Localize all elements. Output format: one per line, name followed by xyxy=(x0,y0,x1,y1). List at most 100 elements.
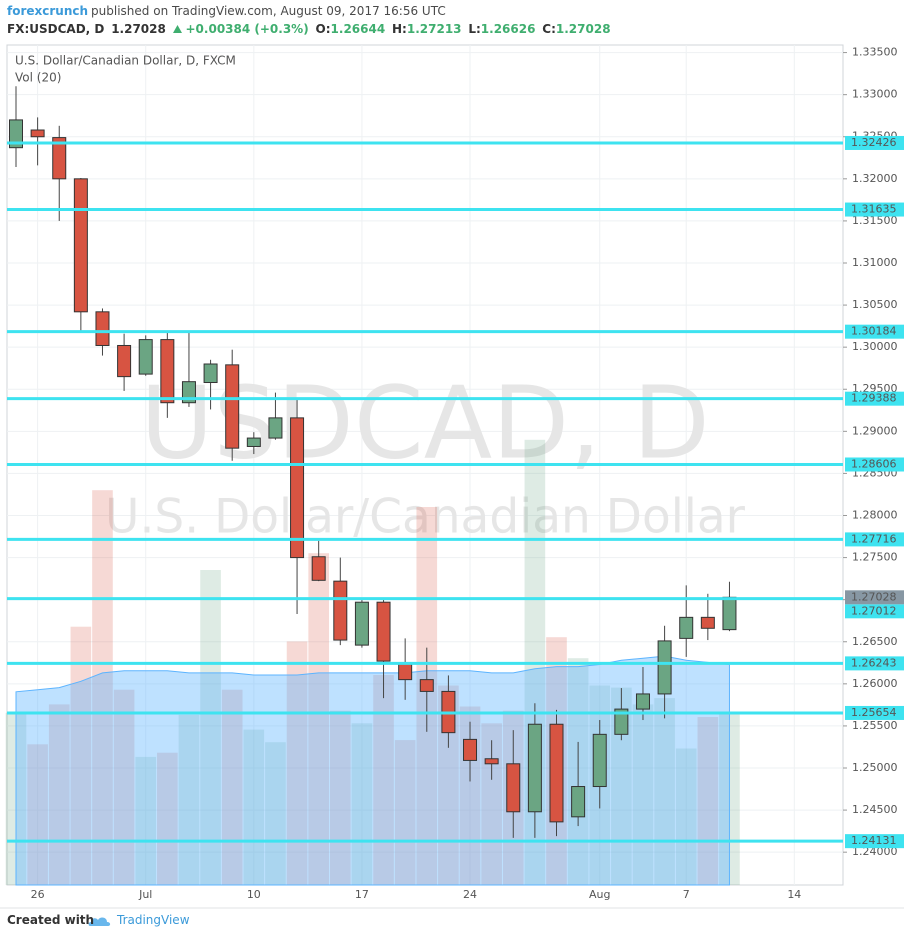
legend-volume: Vol (20) xyxy=(15,71,61,85)
candle-body xyxy=(463,738,478,761)
y-tick-label: 1.28000 xyxy=(852,509,898,522)
volume-bar xyxy=(654,698,675,885)
line-label: 1.31635 xyxy=(851,203,897,216)
published: published on TradingView.com, August 09,… xyxy=(91,4,446,18)
candle-body xyxy=(506,763,521,813)
candle-body xyxy=(679,616,694,639)
x-tick-label: 14 xyxy=(787,888,801,901)
ohlc-value: 1.27213 xyxy=(406,22,462,36)
candle-body xyxy=(203,363,218,384)
candle-body xyxy=(722,596,737,631)
candle-body xyxy=(311,556,326,581)
x-tick-label: Aug xyxy=(589,888,610,901)
candle-body xyxy=(225,364,240,449)
last-price: 1.27028 xyxy=(111,22,166,36)
volume-bar xyxy=(286,641,308,885)
ohlc-value: 1.26626 xyxy=(480,22,536,36)
line-label-bg xyxy=(845,135,904,150)
x-tick-label: 24 xyxy=(463,888,477,901)
x-tick-label: 26 xyxy=(31,888,45,901)
y-tick-label: 1.25500 xyxy=(852,719,898,732)
volume-bar xyxy=(611,687,632,885)
candle-body xyxy=(138,339,153,375)
line-label-bg xyxy=(845,705,904,720)
y-tick-label: 1.31000 xyxy=(852,256,898,269)
candle-body xyxy=(571,786,586,818)
candle-body xyxy=(30,129,45,138)
candle-body xyxy=(290,417,305,559)
ohlc-value: 1.27028 xyxy=(555,22,611,36)
candle-body xyxy=(527,723,542,813)
line-label-bg xyxy=(845,391,904,406)
candle-body xyxy=(484,758,499,765)
volume-bar xyxy=(157,752,178,885)
y-tick-label: 1.26500 xyxy=(852,635,898,648)
x-tick-label: Jul xyxy=(138,888,152,901)
candle-body xyxy=(52,137,67,180)
candle-body xyxy=(9,119,23,149)
candle-body xyxy=(657,640,672,695)
y-tick-label: 1.33000 xyxy=(852,88,898,101)
candle-body xyxy=(592,733,607,788)
volume-bar xyxy=(135,756,157,885)
y-tick-label: 1.24500 xyxy=(852,803,898,816)
candle-body xyxy=(268,417,283,439)
legend-title: U.S. Dollar/Canadian Dollar, D, FXCM xyxy=(15,54,236,68)
candle-body xyxy=(376,601,391,662)
volume-bar xyxy=(308,553,329,885)
volume-bar xyxy=(70,626,92,885)
line-label: 1.28606 xyxy=(851,457,897,470)
last-price-label: 1.27028 xyxy=(851,590,897,603)
candle-body xyxy=(354,601,369,646)
y-tick-label: 1.25000 xyxy=(852,761,898,774)
header-line-1: forexcrunch published on TradingView.com,… xyxy=(7,4,449,18)
header-line-2: FX:USDCAD, D 1.27028 +0.00384 (+0.3%) O:… xyxy=(7,22,614,36)
candle-body xyxy=(246,437,261,447)
volume-bar xyxy=(27,744,48,885)
volume-bar xyxy=(221,689,243,885)
y-tick-label: 1.30500 xyxy=(852,298,898,311)
candle-body xyxy=(419,679,434,692)
line-label-bg xyxy=(845,604,904,619)
line-label-bg xyxy=(845,457,904,472)
brand[interactable]: TradingView xyxy=(117,913,190,927)
volume-bar xyxy=(200,570,221,885)
y-tick-label: 1.29000 xyxy=(852,424,898,437)
y-tick-label: 1.26000 xyxy=(852,677,898,690)
y-tick-label: 1.24000 xyxy=(852,845,898,858)
candle-body xyxy=(333,580,348,641)
author[interactable]: forexcrunch xyxy=(7,4,89,18)
line-label: 1.24131 xyxy=(851,834,897,847)
line-label-bg xyxy=(845,834,904,849)
y-tick-label: 1.33500 xyxy=(852,46,898,59)
volume-bar xyxy=(438,685,459,885)
line-label-bg xyxy=(845,202,904,217)
y-tick-label: 1.30000 xyxy=(852,340,898,353)
symbol: FX:USDCAD, D xyxy=(7,22,105,36)
x-tick-label: 10 xyxy=(247,888,261,901)
y-tick-label: 1.32000 xyxy=(852,172,898,185)
candle-body xyxy=(117,344,132,378)
y-tick-label: 1.31500 xyxy=(852,214,898,227)
x-tick-label: 7 xyxy=(683,888,690,901)
volume-bar xyxy=(675,748,697,885)
candle-body xyxy=(549,723,564,823)
line-label-bg xyxy=(845,324,904,339)
volume-bar xyxy=(697,717,719,885)
candle-body xyxy=(160,339,175,404)
watermark-description: U.S. Dollar/Canadian Dollar xyxy=(105,490,746,545)
candle-body xyxy=(95,311,110,346)
x-tick-label: 17 xyxy=(355,888,369,901)
line-label: 1.30184 xyxy=(851,325,897,338)
created-with: Created with xyxy=(7,913,95,927)
volume-ma-area xyxy=(15,655,730,886)
candle-body xyxy=(398,663,413,681)
volume-bar xyxy=(373,675,394,885)
candle-body xyxy=(700,616,715,629)
line-label: 1.29388 xyxy=(851,392,897,405)
last-price-bg xyxy=(845,590,904,605)
volume-bar xyxy=(351,723,373,885)
line-label-bg xyxy=(845,656,904,671)
